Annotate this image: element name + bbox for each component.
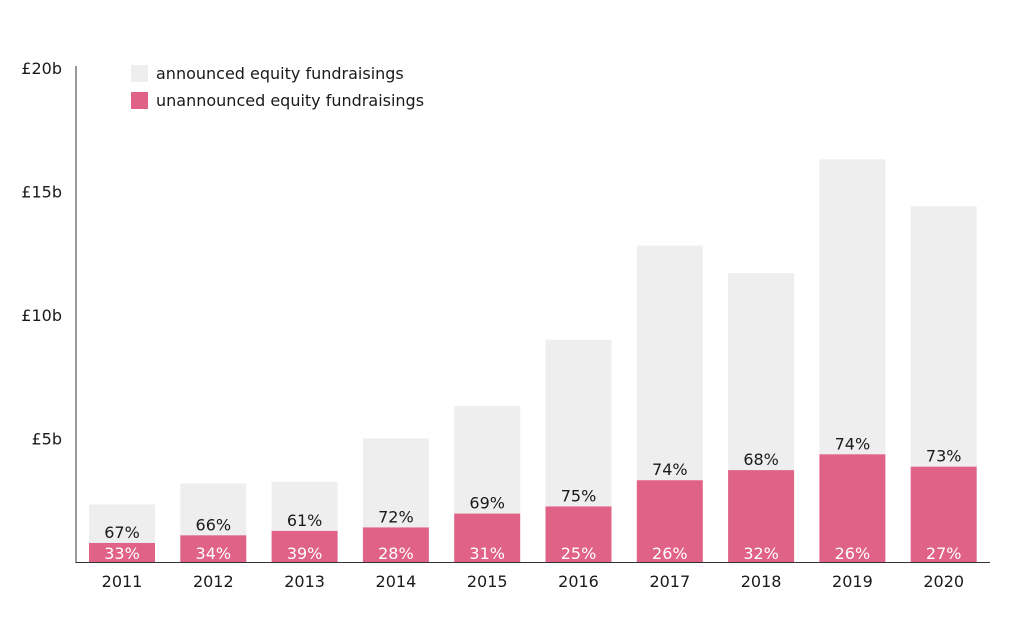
y-tick-label: £5b bbox=[31, 430, 62, 449]
unannounced-pct-label: 32% bbox=[743, 544, 779, 563]
announced-pct-label: 74% bbox=[835, 434, 871, 453]
bar-announced bbox=[728, 273, 795, 471]
bars: 67% 33% 66% 34% 61% 39% 72% 28% 69% 31% 75% 25% 74% 2… bbox=[89, 159, 977, 563]
unannounced-pct-label: 34% bbox=[196, 544, 232, 563]
bar-announced bbox=[180, 483, 247, 536]
bar-unannounced bbox=[545, 506, 612, 562]
bar-unannounced bbox=[362, 527, 429, 562]
x-tick-label: 2017 bbox=[649, 572, 690, 591]
x-tick-label: 2016 bbox=[558, 572, 599, 591]
legend-swatch bbox=[131, 65, 148, 82]
x-tick-label: 2013 bbox=[284, 572, 325, 591]
legend-label: announced equity fundraisings bbox=[156, 64, 404, 83]
bar-unannounced bbox=[89, 542, 155, 562]
announced-pct-label: 61% bbox=[287, 511, 323, 530]
bar-announced bbox=[636, 245, 703, 481]
legend-item-announced: announced equity fundraisings bbox=[131, 64, 404, 83]
bar-announced bbox=[362, 438, 429, 528]
bar-unannounced bbox=[910, 466, 977, 562]
y-tick-label: £20b bbox=[21, 59, 62, 78]
announced-pct-label: 69% bbox=[469, 494, 505, 513]
announced-pct-label: 67% bbox=[104, 523, 140, 542]
bar-unannounced bbox=[180, 535, 247, 562]
bar-announced bbox=[910, 206, 977, 467]
legend-label: unannounced equity fundraisings bbox=[156, 91, 424, 110]
unannounced-pct-label: 39% bbox=[287, 544, 323, 563]
x-tick-label: 2012 bbox=[193, 572, 234, 591]
legend-item-unannounced: unannounced equity fundraisings bbox=[131, 91, 424, 110]
axes: £5b £10b £15b £20b 2011 2012 2013 2014 2015 2016 2… bbox=[21, 59, 990, 591]
unannounced-pct-label: 31% bbox=[469, 544, 505, 563]
unannounced-pct-label: 26% bbox=[835, 544, 871, 563]
unannounced-pct-label: 26% bbox=[652, 544, 688, 563]
bar-unannounced bbox=[819, 454, 886, 562]
bar-unannounced bbox=[454, 513, 521, 562]
bar-unannounced bbox=[728, 470, 795, 562]
x-tick-label: 2015 bbox=[467, 572, 508, 591]
bar-announced bbox=[89, 504, 155, 543]
x-tick-label: 2020 bbox=[923, 572, 964, 591]
bar-announced bbox=[819, 159, 886, 455]
unannounced-pct-label: 28% bbox=[378, 544, 414, 563]
unannounced-pct-label: 27% bbox=[926, 544, 962, 563]
bar-announced bbox=[454, 405, 521, 514]
x-tick-label: 2019 bbox=[832, 572, 873, 591]
y-tick-label: £10b bbox=[21, 306, 62, 325]
bar-unannounced bbox=[271, 530, 338, 562]
legend-swatch bbox=[131, 92, 148, 109]
x-tick-label: 2014 bbox=[376, 572, 417, 591]
announced-pct-label: 68% bbox=[743, 450, 779, 469]
legend: announced equity fundraisings unannounced… bbox=[131, 64, 424, 110]
bar-announced bbox=[545, 339, 612, 507]
unannounced-pct-label: 33% bbox=[104, 544, 140, 563]
bar-unannounced bbox=[636, 480, 703, 562]
x-tick-label: 2011 bbox=[102, 572, 143, 591]
y-tick-label: £15b bbox=[21, 183, 62, 202]
bar-announced bbox=[271, 481, 338, 531]
announced-pct-label: 72% bbox=[378, 507, 414, 526]
x-tick-label: 2018 bbox=[741, 572, 782, 591]
announced-pct-label: 74% bbox=[652, 460, 688, 479]
announced-pct-label: 66% bbox=[196, 515, 232, 534]
announced-pct-label: 73% bbox=[926, 447, 962, 466]
announced-pct-label: 75% bbox=[561, 486, 597, 505]
unannounced-pct-label: 25% bbox=[561, 544, 597, 563]
